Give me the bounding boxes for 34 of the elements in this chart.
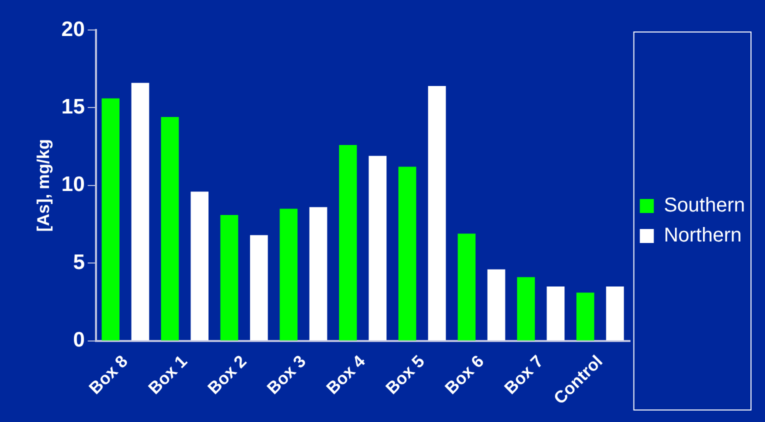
bar	[280, 208, 298, 340]
x-tick-label: Box 6	[441, 352, 488, 398]
bar	[487, 269, 506, 340]
bar	[309, 207, 328, 340]
x-tick-label: Box 5	[382, 352, 428, 398]
bar	[250, 235, 268, 340]
bar	[220, 214, 238, 340]
legend-label: Southern	[664, 194, 745, 217]
bar	[606, 286, 624, 340]
bar	[368, 156, 387, 340]
bar	[546, 286, 565, 340]
legend-label: Northern	[664, 224, 742, 247]
x-tick-label: Box 3	[263, 352, 310, 398]
bar	[131, 82, 150, 340]
y-tick-label: 0	[73, 328, 85, 352]
x-tick-label: Box 1	[144, 352, 191, 398]
x-tick-label: Box 4	[322, 351, 370, 398]
bar	[339, 145, 357, 340]
y-tick-label: 10	[61, 173, 85, 196]
y-tick-label: 15	[61, 96, 86, 119]
x-tick-label: Box 2	[204, 352, 250, 398]
x-tick-label: Box 7	[500, 352, 547, 398]
bar	[576, 292, 594, 340]
y-tick-label: 5	[73, 250, 86, 274]
bar	[161, 117, 179, 340]
bar	[517, 277, 535, 340]
y-axis-title: [As], mg/kg	[34, 139, 53, 232]
x-tick-label: Box 8	[85, 352, 132, 398]
bar	[458, 234, 476, 340]
bar	[398, 166, 416, 340]
bar	[428, 86, 446, 340]
bar	[190, 192, 209, 340]
bar	[102, 98, 120, 340]
y-tick-label: 20	[61, 18, 85, 41]
